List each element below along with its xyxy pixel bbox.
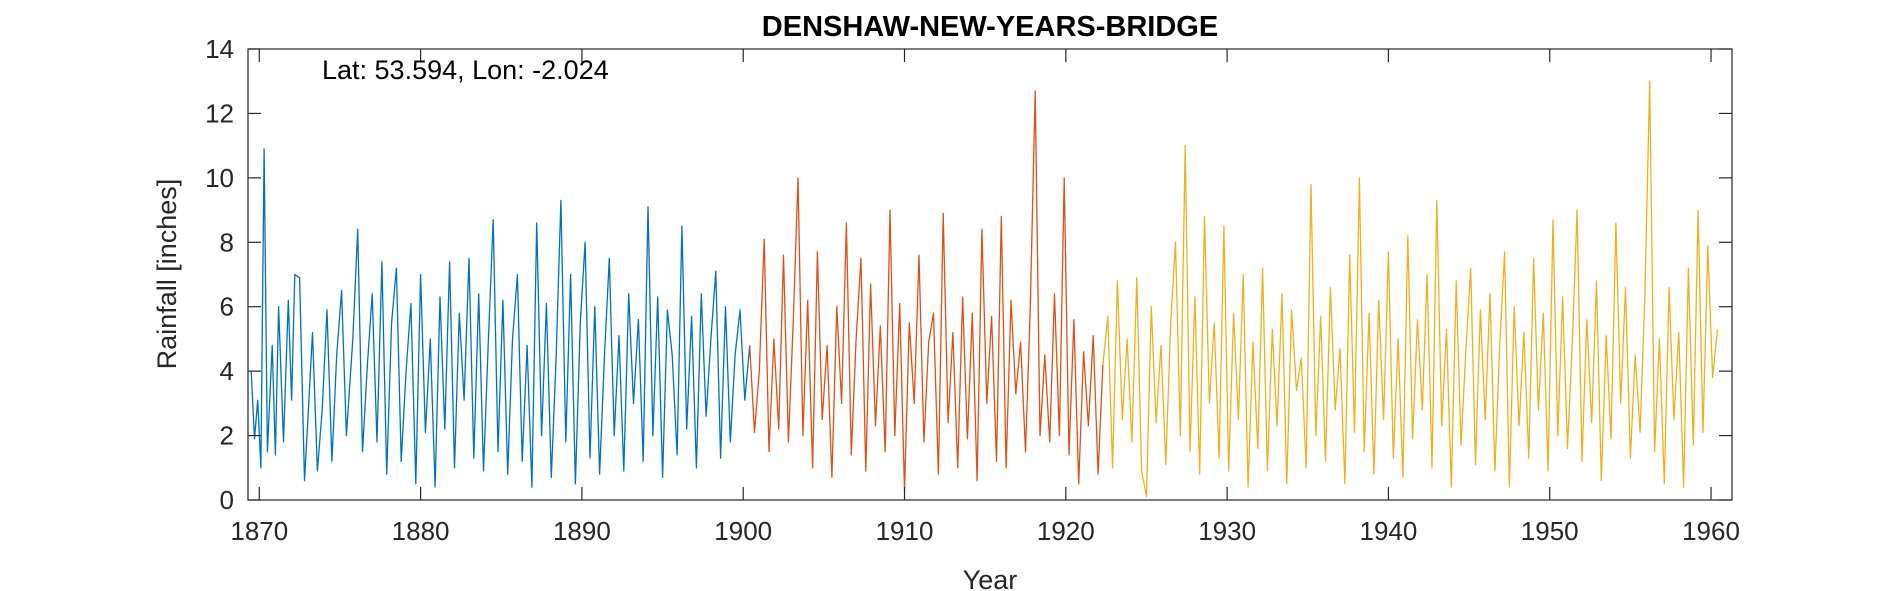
y-tick-label: 10: [205, 163, 234, 193]
x-tick-label: 1900: [714, 516, 772, 546]
x-axis-label: Year: [963, 565, 1018, 591]
x-tick-label: 1920: [1037, 516, 1095, 546]
series-line-2: [749, 90, 1104, 491]
y-tick-label: 14: [205, 34, 234, 64]
location-annotation: Lat: 53.594, Lon: -2.024: [322, 55, 609, 85]
x-tick-label: 1880: [392, 516, 450, 546]
x-tick-label: 1890: [553, 516, 611, 546]
y-tick-label: 8: [220, 227, 234, 257]
y-tick-marks: [248, 48, 1732, 501]
x-tick-label: 1960: [1682, 516, 1740, 546]
x-tick-label: 1870: [230, 516, 288, 546]
x-tick-labels: 1870 1880 1890 1900 1910 1920 1930 1940 1950 1960: [230, 516, 1740, 546]
x-tick-marks: [258, 49, 1712, 500]
y-tick-label: 4: [220, 356, 234, 386]
x-tick-label: 1910: [876, 516, 934, 546]
y-axis-label: Rainfall [inches]: [152, 179, 182, 370]
series-layer: [250, 80, 1719, 498]
chart-title: DENSHAW-NEW-YEARS-BRIDGE: [762, 11, 1218, 43]
series-line-3: [1102, 80, 1719, 498]
y-tick-label: 6: [220, 292, 234, 322]
y-tick-label: 12: [205, 98, 234, 128]
y-tick-label: 2: [220, 421, 234, 451]
plot-area: [247, 48, 1733, 501]
series-line-1: [250, 148, 751, 488]
y-tick-label: 0: [220, 485, 234, 515]
x-tick-label: 1950: [1521, 516, 1579, 546]
y-tick-labels: 0 2 4 6 8 10 12 14: [205, 34, 234, 515]
x-tick-label: 1930: [1198, 516, 1256, 546]
x-tick-label: 1940: [1359, 516, 1417, 546]
